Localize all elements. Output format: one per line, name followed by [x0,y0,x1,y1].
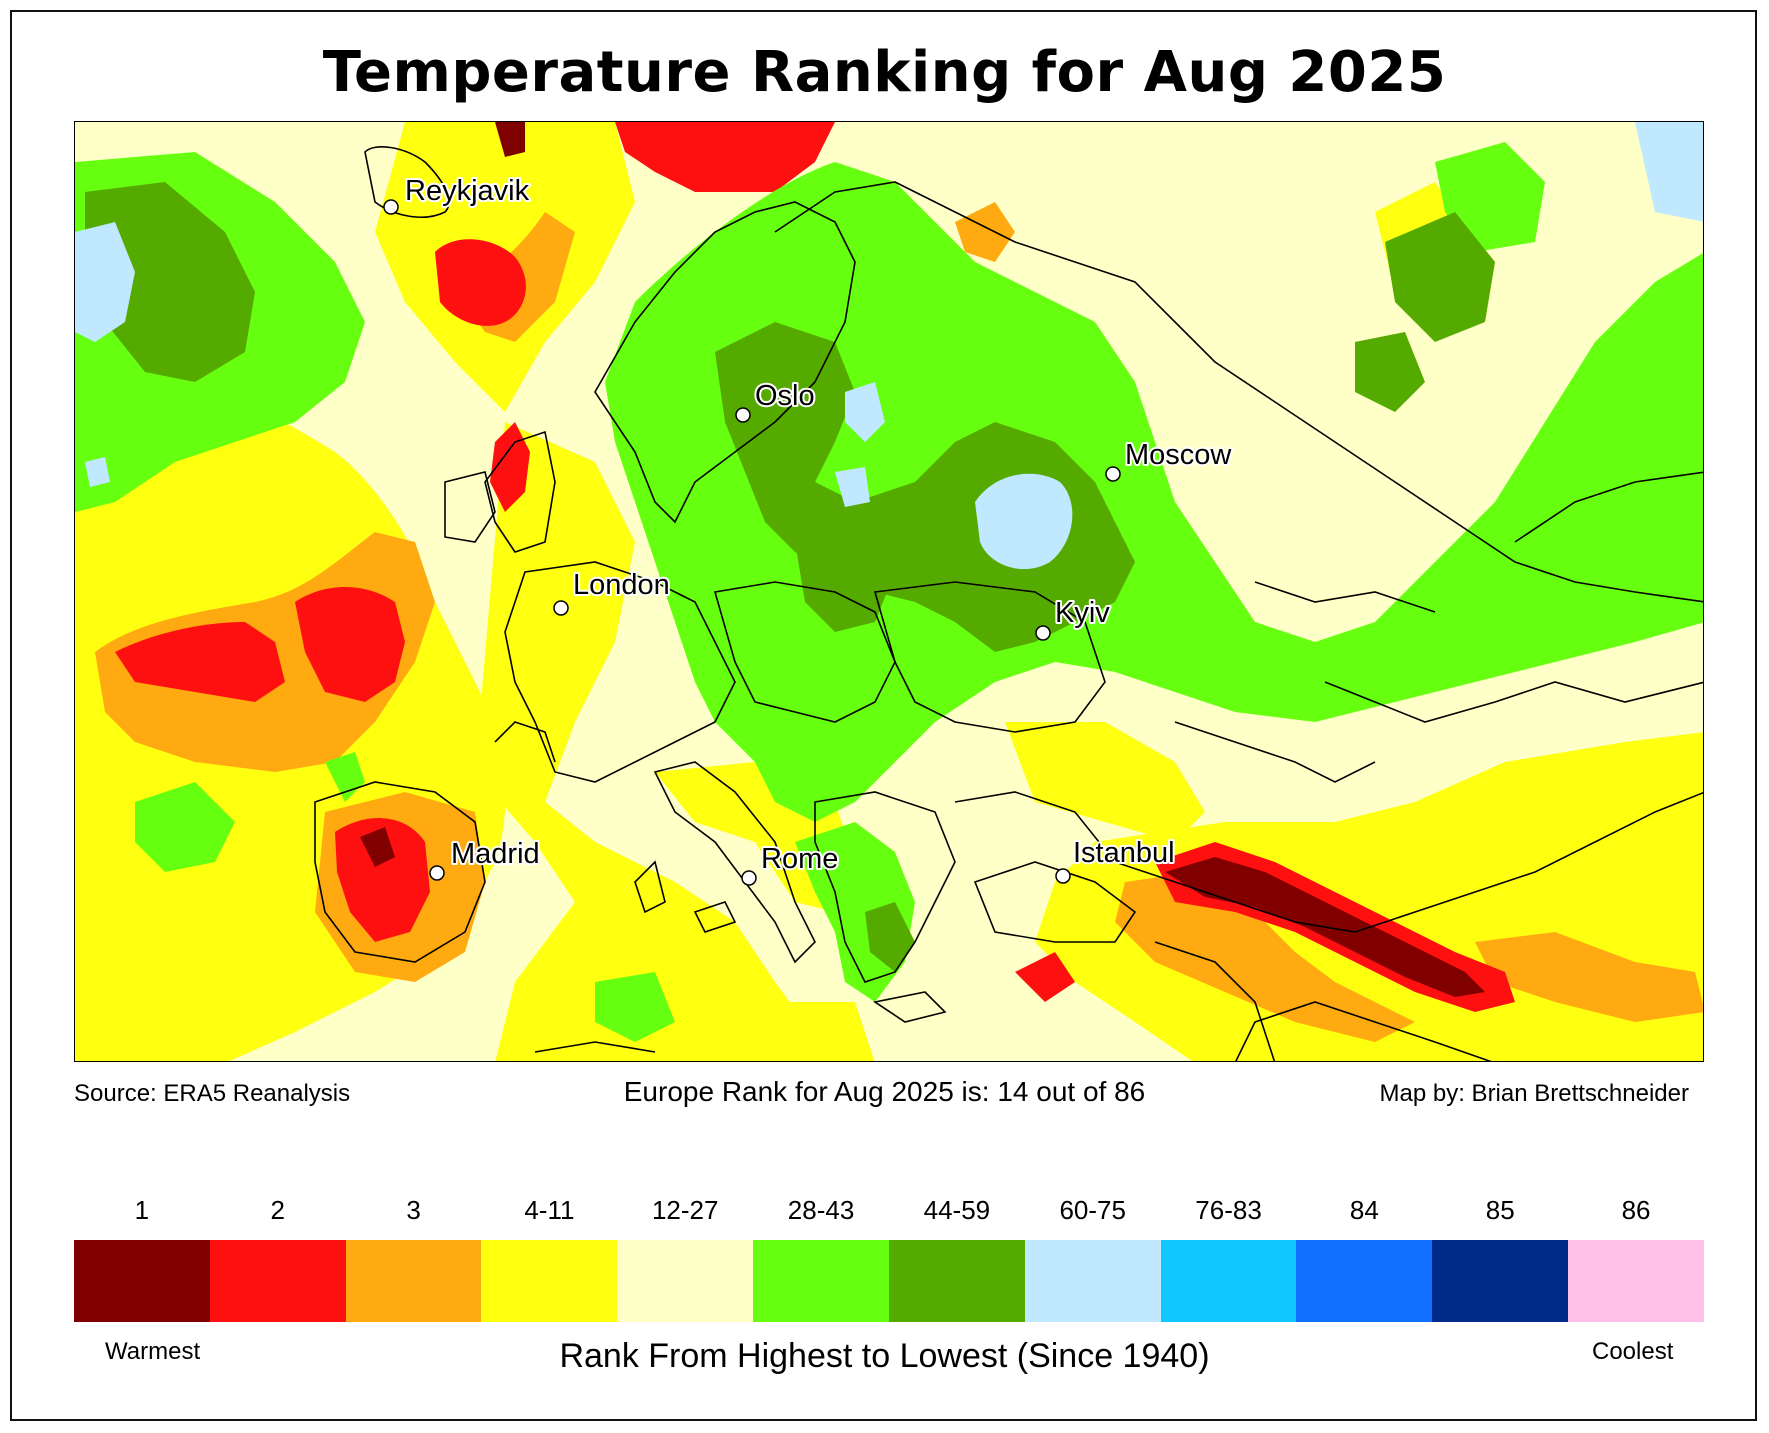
legend-swatch [1024,1240,1161,1322]
legend-swatch [1432,1240,1569,1322]
legend-title: Rank From Highest to Lowest (Since 1940) [559,1337,1210,1375]
legend-color-bar [74,1240,1704,1322]
legend-swatch [1160,1240,1297,1322]
city-label-reykjavik: Reykjavik [405,175,530,207]
city-marker-madrid: Madrid [429,836,542,881]
credit-note: Map by: Brian Brettschneider [1379,1080,1689,1107]
summary-note: Europe Rank for Aug 2025 is: 14 out of 8… [623,1076,1146,1107]
legend-swatch [481,1240,618,1322]
legend-tick: 12-27 [651,1195,719,1225]
city-label-oslo: Oslo [755,380,815,412]
legend-swatch [1296,1240,1433,1322]
legend-swatch [209,1240,346,1322]
legend-tick: 60-75 [1059,1195,1126,1225]
legend-tick: 2 [270,1195,285,1225]
city-marker-oslo: Oslo [735,378,817,423]
legend-tick: 28-43 [787,1195,855,1225]
legend-tick: 76-83 [1195,1195,1262,1225]
rank-map: Reykjavik Oslo Moscow London Kyiv Madrid… [75,122,1703,1061]
city-marker-istanbul: Istanbul [1055,835,1177,884]
legend-tick: 84 [1349,1195,1379,1225]
city-marker-moscow: Moscow [1105,437,1234,482]
city-label-madrid: Madrid [451,838,540,870]
city-label-kyiv: Kyiv [1055,597,1110,629]
legend-tick: 44-59 [923,1195,991,1225]
source-note: Source: ERA5 Reanalysis [74,1080,351,1107]
legend-swatch [753,1240,889,1322]
legend-cool-label: Coolest [1592,1338,1674,1365]
legend-tick: 85 [1485,1195,1515,1225]
legend-tick: 86 [1621,1195,1651,1225]
city-label-london: London [573,569,670,601]
city-marker-reykjavik: Reykjavik [383,173,532,215]
legend-tick: 1 [134,1195,150,1225]
rank-44-59-regions [85,182,1495,972]
legend-swatch [1568,1240,1704,1322]
city-marker-kyiv: Kyiv [1035,595,1112,641]
legend-tick: 3 [406,1195,421,1225]
city-label-istanbul: Istanbul [1073,837,1175,869]
city-label-moscow: Moscow [1125,439,1232,471]
legend-tick: 4-11 [524,1195,575,1225]
rank-60-75-regions [75,122,1703,570]
city-marker-london: London [553,567,672,616]
legend-warm-label: Warmest [105,1338,201,1365]
borders [314,146,1703,1061]
legend-swatch [74,1240,210,1322]
legend-swatch [345,1240,482,1322]
legend-tick-labels: 1 2 3 4-11 12-27 28-43 44-59 60-75 76-83… [74,1195,1704,1226]
city-label-rome: Rome [761,843,838,875]
map-panel: Reykjavik Oslo Moscow London Kyiv Madrid… [74,121,1704,1062]
legend-swatch [888,1240,1025,1322]
map-title: Temperature Ranking for Aug 2025 [322,40,1447,105]
city-marker-rome: Rome [741,841,840,886]
legend-swatch [617,1240,754,1322]
